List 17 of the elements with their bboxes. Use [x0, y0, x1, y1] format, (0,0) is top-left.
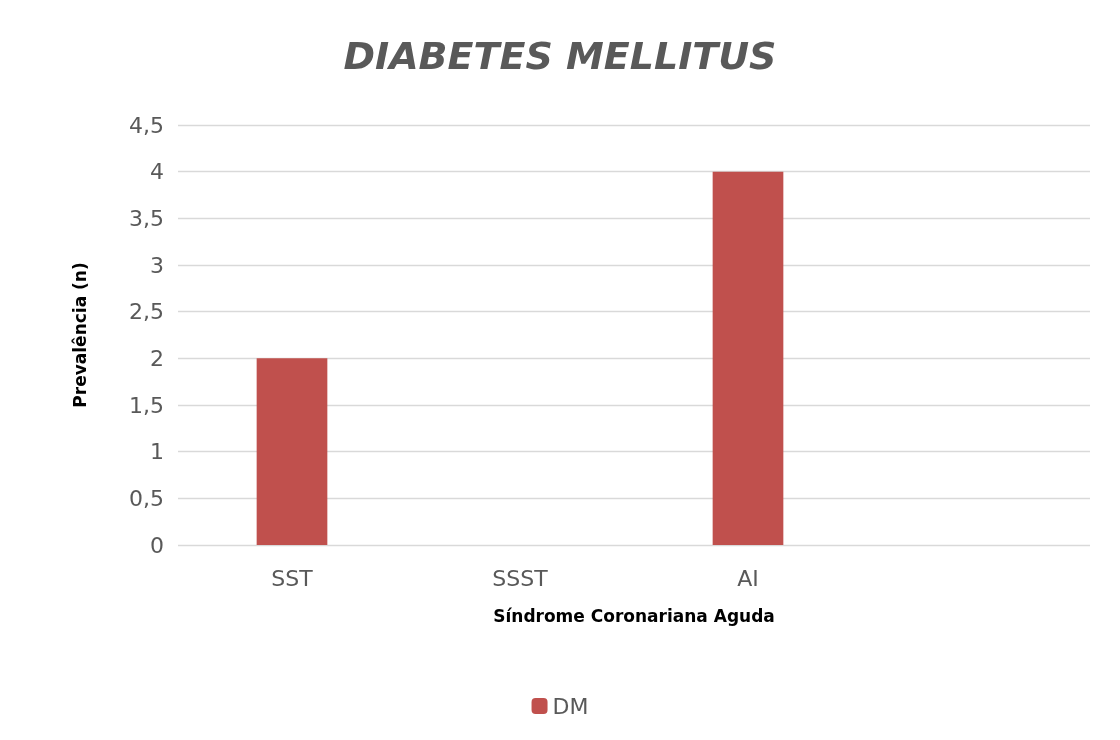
y-tick-label: 1 [150, 439, 164, 465]
x-tick-label: SSST [492, 565, 549, 591]
y-tick-label: 2,5 [129, 299, 164, 325]
y-tick-label: 3,5 [129, 205, 164, 231]
chart-title: DIABETES MELLITUS [343, 34, 777, 78]
y-axis-title: Prevalência (n) [69, 262, 90, 408]
legend-label: DM [552, 693, 589, 719]
y-tick-label: 0 [150, 532, 164, 558]
y-tick-label: 3 [150, 252, 164, 278]
x-tick-label: AI [737, 565, 759, 591]
y-tick-label: 0,5 [129, 485, 164, 511]
y-tick-label: 2 [150, 345, 164, 371]
y-tick-label: 1,5 [129, 392, 164, 418]
y-tick-label: 4,5 [129, 112, 164, 138]
x-tick-label: SST [271, 565, 314, 591]
x-axis-title: Síndrome Coronariana Aguda [493, 605, 775, 626]
y-tick-label: 4 [150, 159, 164, 185]
